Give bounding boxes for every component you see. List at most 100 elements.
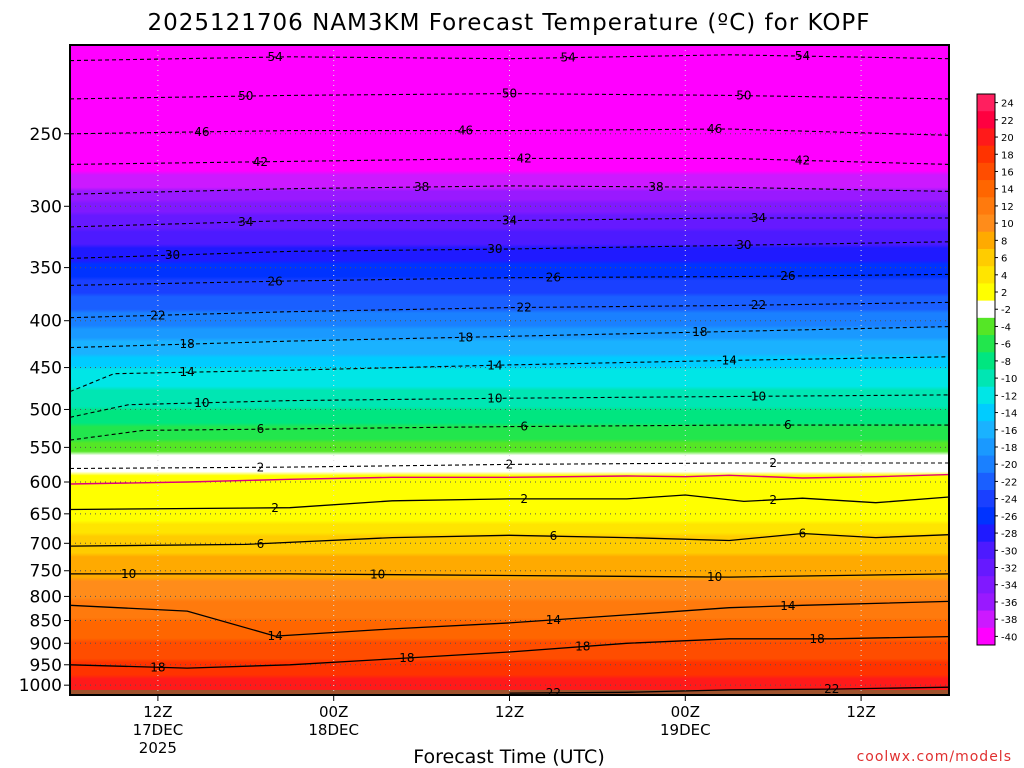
- contour-label: 2: [257, 460, 265, 474]
- colorbar: 24 22 20 18 16 14 12 10 8 6 4 2 -2 -4 -6 -8 -10 -12 -14 -16…: [976, 93, 1017, 646]
- y-tick-label: 750: [30, 562, 62, 582]
- contour-label: 34: [751, 211, 766, 225]
- contour-label: 10: [121, 567, 136, 581]
- colorbar-swatch: [977, 283, 995, 302]
- colorbar-label: 2: [1001, 288, 1007, 299]
- y-axis: 2503003504004505005506006507007508008509…: [19, 125, 70, 696]
- contour-label: 6: [550, 529, 558, 543]
- colorbar-label: 22: [1001, 116, 1014, 127]
- x-axis-label: Forecast Time (UTC): [413, 746, 604, 768]
- contour-label: 2: [506, 457, 514, 471]
- contour-label: 22: [751, 298, 766, 312]
- colorbar-label: -40: [1001, 632, 1017, 643]
- colorbar-label: -38: [1001, 615, 1017, 626]
- contour-label: 6: [257, 537, 265, 551]
- colorbar-swatch: [977, 266, 995, 284]
- x-tick-label: 17DEC: [133, 721, 184, 739]
- contour-line: [509, 686, 949, 694]
- colorbar-label: -4: [1001, 322, 1011, 333]
- colorbar-swatch: [977, 490, 995, 508]
- x-tick-label: 18DEC: [308, 721, 359, 739]
- colorbar-swatch: [977, 610, 995, 629]
- contour-label: 54: [795, 49, 810, 63]
- credit-link[interactable]: coolwx.com/models: [857, 749, 1012, 765]
- y-tick-label: 950: [30, 656, 62, 676]
- contour-label: 10: [751, 389, 766, 403]
- colorbar-swatch: [977, 558, 995, 577]
- colorbar-swatch: [977, 438, 995, 457]
- contour-label: 30: [165, 248, 180, 262]
- contour-label: 26: [267, 274, 282, 288]
- colorbar-swatch: [977, 403, 995, 422]
- contour-label: 50: [238, 89, 253, 103]
- colorbar-label: -20: [1001, 460, 1017, 471]
- colorbar-swatch: [977, 593, 995, 612]
- colorbar-label: -26: [1001, 512, 1017, 523]
- contour-label: 18: [150, 660, 165, 674]
- contour-label: 14: [180, 365, 195, 379]
- colorbar-label: -2: [1001, 305, 1011, 316]
- contour-label: 14: [780, 599, 795, 613]
- contour-label: 18: [810, 632, 825, 646]
- contour-label: 22: [824, 682, 839, 696]
- contour-line: [70, 573, 949, 578]
- colorbar-swatch: [977, 541, 995, 560]
- contour-label: 18: [575, 640, 590, 654]
- contour-label: 34: [502, 214, 517, 228]
- contour-label: 10: [487, 391, 502, 405]
- colorbar-swatch: [977, 507, 995, 525]
- contour-label: 14: [487, 358, 502, 372]
- y-tick-label: 850: [30, 612, 62, 632]
- colorbar-swatch: [977, 352, 995, 370]
- y-tick-label: 450: [30, 359, 62, 379]
- colorbar-label: -22: [1001, 477, 1017, 488]
- contour-label: 18: [399, 651, 414, 665]
- y-tick-label: 300: [30, 197, 62, 217]
- contour-label: 42: [253, 155, 268, 169]
- contour-label: 10: [707, 570, 722, 584]
- x-tick-label: 12Z: [846, 703, 875, 721]
- y-tick-label: 1000: [19, 676, 62, 696]
- colorbar-label: -8: [1001, 357, 1011, 368]
- contour-label: 50: [502, 87, 517, 101]
- colorbar-label: 8: [1001, 236, 1007, 247]
- colorbar-swatch: [977, 231, 995, 250]
- colorbar-swatch: [977, 214, 995, 233]
- colorbar-swatch: [977, 180, 995, 198]
- contour-line: [70, 600, 949, 637]
- x-tick-label: 12Z: [143, 703, 172, 721]
- x-tick-label: 2025: [139, 739, 177, 757]
- colorbar-label: 14: [1001, 185, 1014, 196]
- colorbar-swatch: [977, 472, 995, 491]
- colorbar-label: 20: [1001, 133, 1014, 144]
- contour-label: 2: [520, 492, 528, 506]
- contour-line: [70, 473, 949, 485]
- contour-label: 54: [560, 51, 575, 65]
- contour-label: 14: [722, 353, 737, 367]
- colorbar-label: -32: [1001, 564, 1017, 575]
- colorbar-swatch: [977, 197, 995, 216]
- contour-line: [70, 394, 949, 418]
- colorbar-label: -14: [1001, 409, 1017, 420]
- contour-label: 46: [707, 122, 722, 136]
- contour-label: 26: [546, 270, 561, 284]
- contour-label: 10: [370, 568, 385, 582]
- colorbar-label: -16: [1001, 426, 1017, 437]
- colorbar-label: 24: [1001, 99, 1014, 110]
- contour-label: 46: [458, 124, 473, 138]
- colorbar-swatch: [977, 627, 995, 646]
- colorbar-label: 16: [1001, 167, 1014, 178]
- contour-label: 6: [799, 527, 807, 541]
- colorbar-swatch: [977, 335, 995, 353]
- colorbar-swatch: [977, 317, 995, 336]
- chart-title: 2025121706 NAM3KM Forecast Temperature (…: [147, 10, 870, 36]
- contour-label: 30: [487, 242, 502, 256]
- contour-label: 6: [520, 419, 528, 433]
- colorbar-swatch: [977, 111, 995, 129]
- x-tick-label: 00Z: [671, 703, 700, 721]
- colorbar-label: -34: [1001, 581, 1017, 592]
- colorbar-label: 18: [1001, 150, 1014, 161]
